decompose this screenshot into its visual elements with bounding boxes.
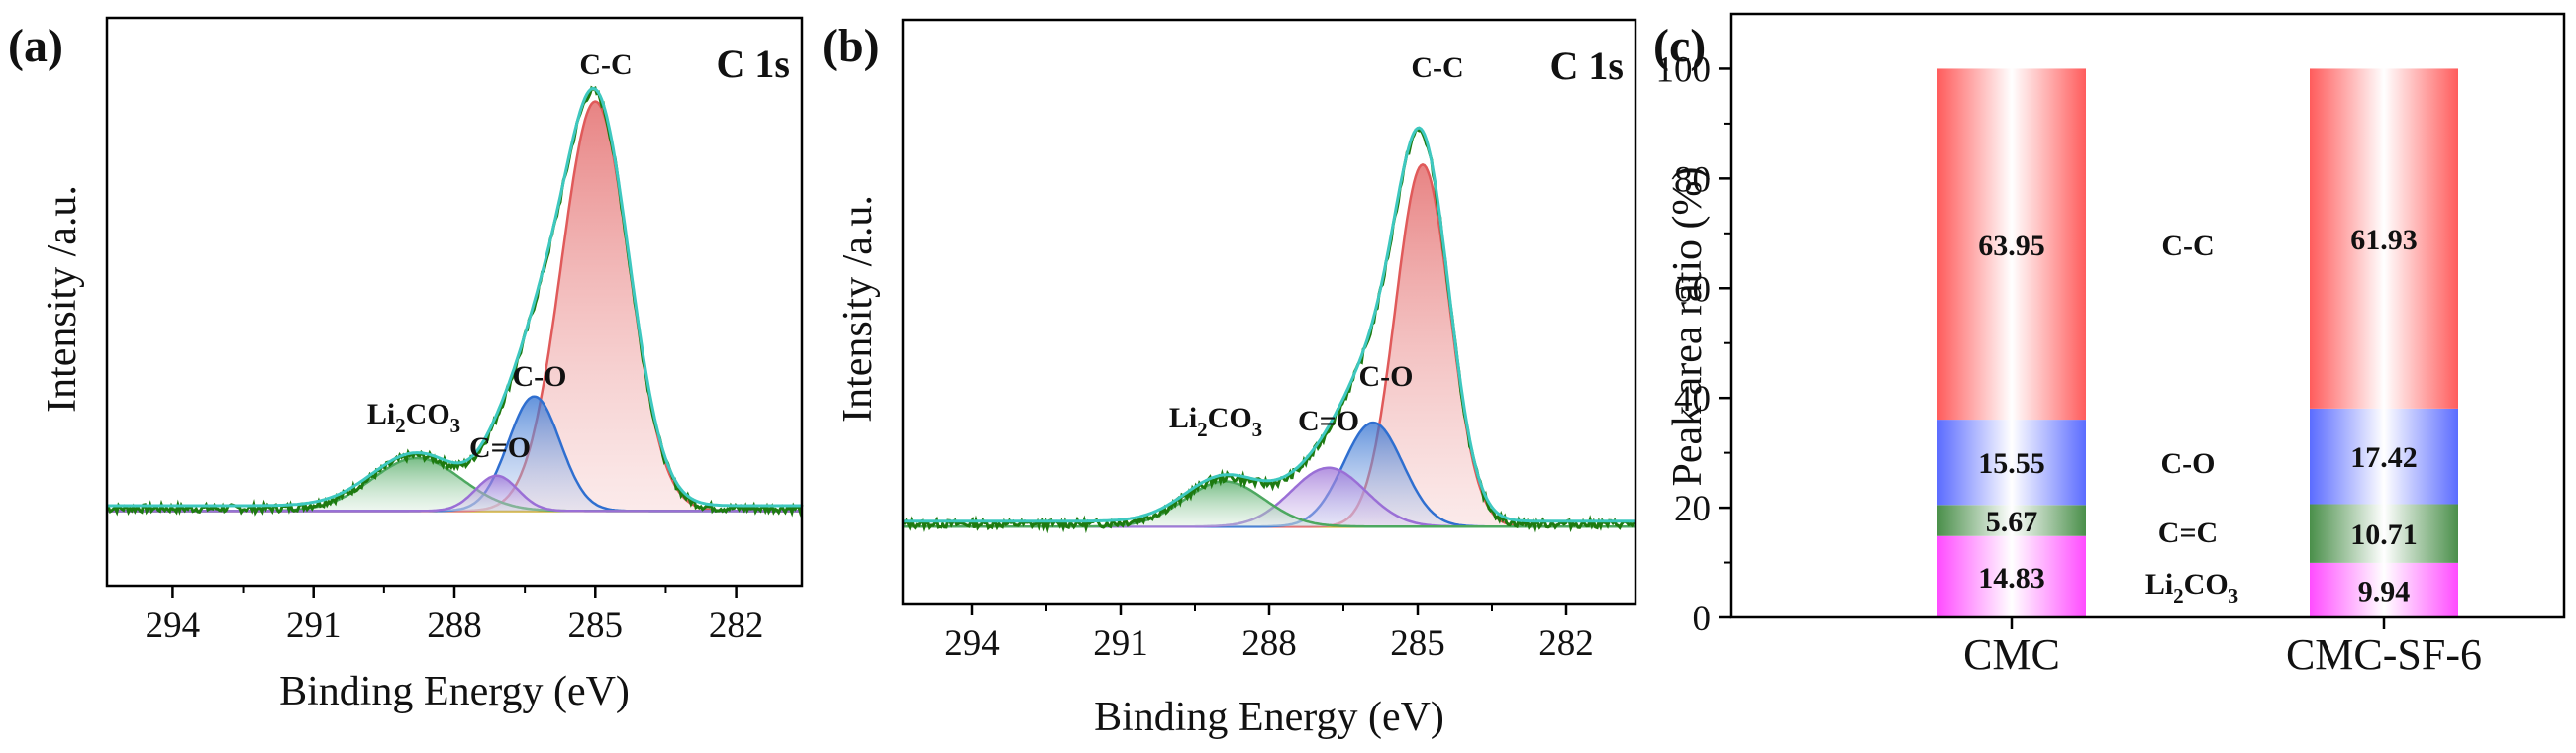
panel-c-bar-c-c-cmc-sf-6 (2310, 68, 2458, 409)
panel-b-fitted-envelope (903, 126, 1635, 523)
panel-c-bar-c-c-cmc-sf-6 (2310, 504, 2458, 563)
panel-c-data-label: 5.67 (1986, 506, 2038, 538)
panel-c-component-label-ceqc: C=C (2158, 517, 2218, 549)
panel-a-x-tick-label: 288 (427, 606, 482, 646)
panel-a-peak-curve-c-o (107, 474, 802, 513)
panel-c-x-ticks: CMC CMC-SF-6 (1963, 617, 2482, 679)
panel-c-data-label: 17.42 (2350, 441, 2418, 474)
panel-b-peak-label-co: C-O (1359, 360, 1414, 393)
panel-c-stacked-bar-chart: (c) 14.83 5.67 15.55 63.95 9.94 10.71 17.42 61.… (1653, 12, 2566, 679)
panel-b-peak-label-li2co3: Li2CO3 (1169, 402, 1262, 441)
panel-b-peak-label-ceqo: C=O (1298, 405, 1359, 437)
panel-c-y-tick-label: 40 (1674, 379, 1711, 420)
panel-a-peak-label-co: C-O (513, 360, 567, 393)
panel-b-x-tick-label: 285 (1390, 623, 1445, 664)
panel-label-c: (c) (1653, 20, 1706, 72)
panel-c-y-tick-label: 20 (1674, 489, 1711, 529)
panel-label-a: (a) (8, 20, 63, 72)
panel-b-x-tick-label: 288 (1241, 623, 1297, 664)
panel-a-raw-spectrum (106, 85, 804, 518)
panel-b-xps-spectrum: (b) 294 291 288 285 282 C 1s C-C C-O C=O Li2… (822, 18, 1637, 740)
panel-label-b: (b) (822, 20, 880, 72)
panel-b-title: C 1s (1550, 44, 1624, 88)
panel-c-bar-li2co3-cmc-sf-6 (2310, 562, 2458, 617)
panel-c-data-label: 15.55 (1978, 447, 2045, 480)
panel-b-y-axis-title: Intensity /a.u. (836, 195, 881, 423)
panel-c-data-label: 9.94 (2358, 575, 2411, 608)
panel-c-y-tick-label: 0 (1693, 599, 1712, 639)
panel-c-y-tick-label: 60 (1674, 269, 1711, 310)
panel-a-peak-label-li2co3: Li2CO3 (367, 398, 460, 437)
panel-c-y-axis-title: Peak area ratio (%) (1665, 167, 1711, 487)
panel-a-peak-curve-c-c (107, 100, 802, 513)
panel-c-y-tick-label: 100 (1656, 49, 1712, 90)
panel-a-plot-area (106, 85, 804, 518)
panel-c-y-ticks: 0 20 40 60 80 100 (1656, 49, 1731, 639)
panel-a-fitted-envelope (107, 86, 802, 508)
panel-b-x-ticks: 294 291 288 285 282 (944, 604, 1594, 664)
panel-c-category-label: CMC-SF-6 (2286, 630, 2482, 679)
panel-b-x-tick-label: 291 (1093, 623, 1148, 664)
panel-b-peak-curve-c-c (903, 163, 1635, 528)
panel-a-x-ticks: 294 291 288 285 282 (146, 586, 764, 646)
panel-c-bar-c-c-cmc (1937, 68, 2086, 421)
panel-c-data-label: 63.95 (1978, 230, 2045, 262)
panel-b-x-axis-title: Binding Energy (eV) (1094, 695, 1444, 740)
panel-a-xps-spectrum: (a) 294 291 288 285 282 C 1s C-C C-O C=O Li2… (8, 16, 804, 714)
panel-c-component-label-li2co3: Li2CO3 (2145, 568, 2238, 608)
panel-c-bar-c-o-cmc-sf-6 (2310, 408, 2458, 505)
panel-a-x-tick-label: 282 (709, 606, 764, 646)
panel-c-y-tick-label: 80 (1674, 159, 1711, 200)
panel-b-plot-area (902, 126, 1636, 534)
panel-c-frame (1729, 12, 2566, 619)
panel-b-peak-curve-li2co3 (903, 480, 1635, 528)
panel-c-bar-li2co3-cmc (1937, 535, 2086, 617)
panel-b-peak-label-cc: C-C (1411, 51, 1463, 84)
panel-c-data-label: 14.83 (1978, 562, 2045, 595)
panel-c-component-label-co: C-O (2161, 447, 2216, 480)
panel-a-y-axis-title: Intensity /a.u. (40, 185, 85, 413)
panel-a-peak-fill-li2co3 (107, 458, 802, 512)
panel-c-bar-c-o-cmc (1937, 420, 2086, 506)
panel-a-x-tick-label: 291 (286, 606, 342, 646)
panel-a-x-tick-label: 294 (146, 606, 201, 646)
panel-b-x-tick-label: 282 (1538, 623, 1594, 664)
panel-c-bar-c-c-cmc (1937, 505, 2086, 536)
panel-c-bars: 14.83 5.67 15.55 63.95 9.94 10.71 17.42 61.93 (1937, 68, 2458, 617)
panel-a-peak-label-ceqo: C=O (469, 431, 531, 464)
panel-c-data-label: 61.93 (2350, 224, 2418, 256)
panel-a-x-axis-title: Binding Energy (eV) (279, 669, 630, 714)
panel-c-component-label-cc: C-C (2161, 230, 2214, 262)
panel-a-x-tick-label: 285 (568, 606, 624, 646)
panel-c-category-label: CMC (1963, 630, 2060, 679)
panel-b-peak-fill-c-c (903, 164, 1635, 527)
panel-a-peak-fill-c-c (107, 101, 802, 512)
panel-b-raw-spectrum (902, 128, 1636, 534)
panel-c-data-label: 10.71 (2350, 518, 2418, 551)
panel-b-x-tick-label: 294 (944, 623, 1000, 664)
panel-a-title: C 1s (717, 42, 790, 86)
panel-a-peak-label-cc: C-C (579, 48, 632, 81)
